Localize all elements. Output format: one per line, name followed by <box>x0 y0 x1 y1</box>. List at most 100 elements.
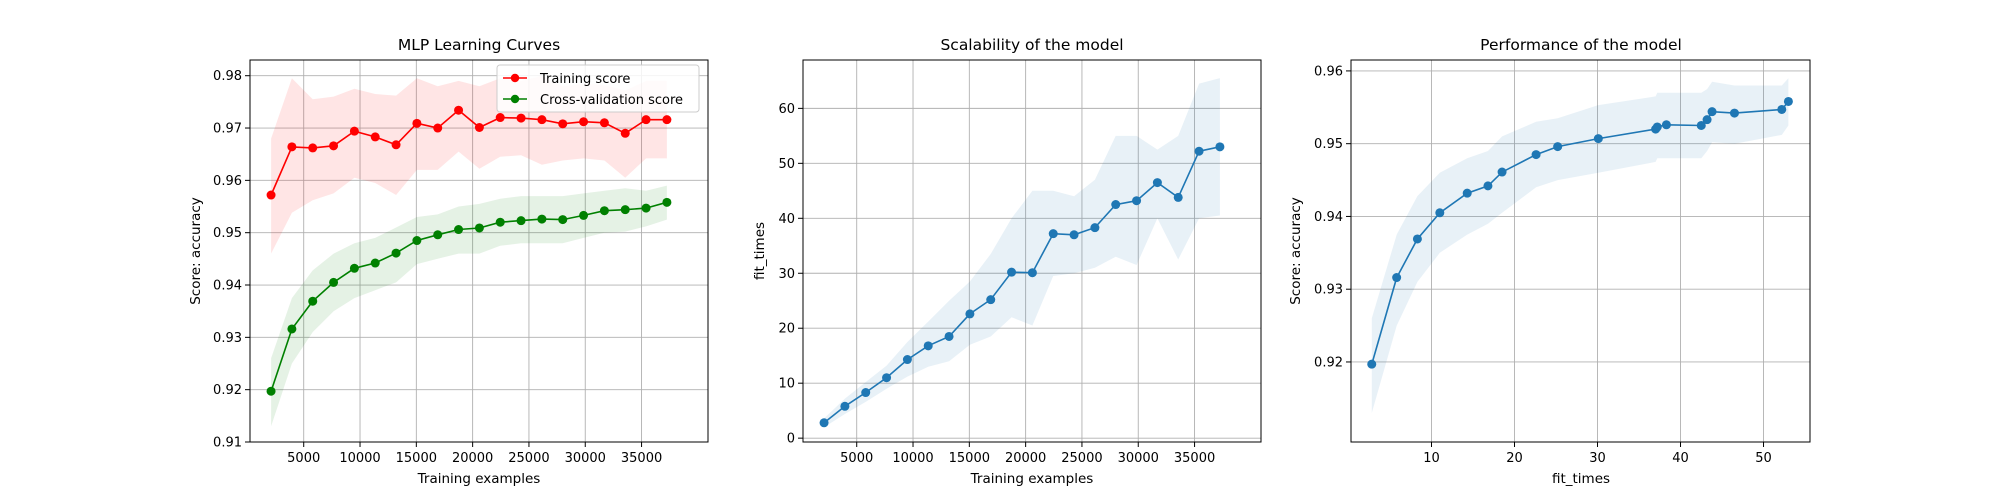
performance-series-confidence-band <box>1371 78 1789 413</box>
performance-x-axis-label: fit_times <box>1552 471 1610 487</box>
scalability-panel: 5000 10000 15000 20000 25000 30000 35000 0 10 20… <box>752 36 1262 487</box>
scalability-x-tick-label: 20000 <box>1005 451 1046 466</box>
training-score-point <box>433 123 443 133</box>
cross-validation-score-point <box>579 210 589 220</box>
cross-validation-score-point <box>454 225 464 235</box>
scalability-series-point <box>1111 200 1121 210</box>
scalability-series-point <box>861 388 871 398</box>
scalability-series-point <box>986 295 996 305</box>
training-score-point <box>308 143 318 153</box>
training-score-point <box>391 140 401 150</box>
scalability-y-tick-label: 20 <box>778 322 795 337</box>
training-score-point <box>599 118 609 128</box>
scalability-y-tick-label: 0 <box>787 432 795 447</box>
performance-series-point <box>1531 150 1541 160</box>
scalability-x-tick-label: 35000 <box>1174 451 1215 466</box>
legend-swatch-marker-cv <box>510 94 520 104</box>
performance-series-point <box>1462 188 1472 198</box>
scalability-y-tick-label: 50 <box>778 157 795 172</box>
performance-series-point <box>1593 134 1603 144</box>
cross-validation-score-point <box>349 263 359 273</box>
performance-series-point <box>1729 108 1739 118</box>
cross-validation-score-point <box>474 223 484 233</box>
cross-validation-score-point <box>287 324 297 334</box>
learning-curves-x-tick-label: 10000 <box>339 451 380 466</box>
cross-validation-score-point <box>641 203 651 213</box>
training-score-point <box>412 118 422 128</box>
performance-panel: 10 20 30 40 50 0.92 0.93 0.94 0.95 0.96 Performa… <box>1288 36 1811 487</box>
learning-curves-y-tick-label: 0.97 <box>213 122 242 137</box>
learning-curves-y-tick-label: 0.92 <box>213 383 242 398</box>
learning-curves-legend: Training score Cross-validation score <box>496 64 700 113</box>
cross-validation-score-point <box>433 230 443 240</box>
legend-label-cv: Cross-validation score <box>540 93 683 108</box>
training-score-confidence-band <box>271 75 667 254</box>
performance-series-point <box>1435 208 1445 218</box>
learning-curves-y-tick-label: 0.98 <box>213 69 242 84</box>
performance-y-tick-label: 0.92 <box>1314 355 1343 370</box>
scalability-y-tick-label: 40 <box>778 212 795 227</box>
scalability-x-tick-label: 5000 <box>840 451 873 466</box>
performance-series-point <box>1497 167 1507 177</box>
learning-curves-x-axis-label: Training examples <box>417 471 541 487</box>
learning-curves-y-axis-label: Score: accuracy <box>188 197 204 305</box>
scalability-series-point <box>819 418 829 428</box>
performance-axes-frame <box>1350 59 1811 443</box>
learning-curves-x-tick-label: 35000 <box>621 451 662 466</box>
learning-curves-title: MLP Learning Curves <box>398 36 560 54</box>
scalability-title: Scalability of the model <box>940 36 1123 54</box>
cross-validation-score-point <box>599 206 609 216</box>
scalability-x-tick-label: 15000 <box>949 451 990 466</box>
scalability-series-point <box>1027 268 1037 278</box>
scalability-series-point <box>1090 223 1100 233</box>
scalability-x-axis-label: Training examples <box>970 471 1094 487</box>
cross-validation-score-point <box>391 248 401 258</box>
scalability-series-point <box>1215 142 1225 152</box>
cross-validation-score-confidence-band <box>271 185 667 427</box>
legend-entry-cross-validation-score: Cross-validation score <box>503 93 683 108</box>
scalability-axes-frame <box>802 59 1262 443</box>
performance-series-point <box>1777 104 1787 114</box>
performance-series-point <box>1483 181 1493 191</box>
cross-validation-score-point <box>370 258 380 268</box>
cross-validation-score-point <box>266 386 276 396</box>
learning-curves-y-tick-label: 0.94 <box>213 279 242 294</box>
legend-label-training: Training score <box>539 72 630 87</box>
scalability-series-point <box>944 331 954 341</box>
performance-series-point <box>1707 107 1717 117</box>
scalability-series-point <box>1132 196 1142 206</box>
performance-series-point <box>1392 273 1402 283</box>
training-score-point <box>329 141 339 151</box>
scalability-series-point <box>1069 230 1079 240</box>
learning-curves-x-tick-label: 20000 <box>452 451 493 466</box>
cross-validation-score-point <box>495 217 505 227</box>
training-score-point <box>579 117 589 127</box>
performance-y-tick-label: 0.94 <box>1314 210 1343 225</box>
performance-y-tick-label: 0.95 <box>1314 137 1343 152</box>
learning-curves-panel: 5000 10000 15000 20000 25000 30000 35000 0.91 0… <box>188 36 709 487</box>
legend-box <box>496 64 700 113</box>
training-score-point <box>349 126 359 136</box>
scalability-series-point <box>923 341 933 351</box>
performance-y-tick-label: 0.96 <box>1314 64 1343 79</box>
performance-x-tick-label: 50 <box>1755 451 1772 466</box>
learning-curves-x-tick-label: 15000 <box>396 451 437 466</box>
scalability-series-line <box>823 146 1221 424</box>
learning-curves-x-tick-label: 25000 <box>508 451 549 466</box>
learning-curves-y-tick-label: 0.93 <box>213 331 242 346</box>
training-score-point <box>558 119 568 129</box>
performance-series-point <box>1553 142 1563 152</box>
performance-series-point <box>1696 120 1706 130</box>
cross-validation-score-point <box>662 197 672 207</box>
performance-x-tick-label: 30 <box>1589 451 1606 466</box>
learning-curves-y-tick-label: 0.91 <box>213 436 242 451</box>
cross-validation-score-point <box>558 215 568 225</box>
cross-validation-score-point <box>620 205 630 215</box>
scalability-x-tick-label: 10000 <box>892 451 933 466</box>
training-score-point <box>474 123 484 133</box>
training-score-point <box>495 113 505 123</box>
scalability-x-tick-label: 25000 <box>1061 451 1102 466</box>
performance-series-point <box>1783 96 1793 106</box>
performance-y-axis-label: Score: accuracy <box>1288 197 1304 305</box>
